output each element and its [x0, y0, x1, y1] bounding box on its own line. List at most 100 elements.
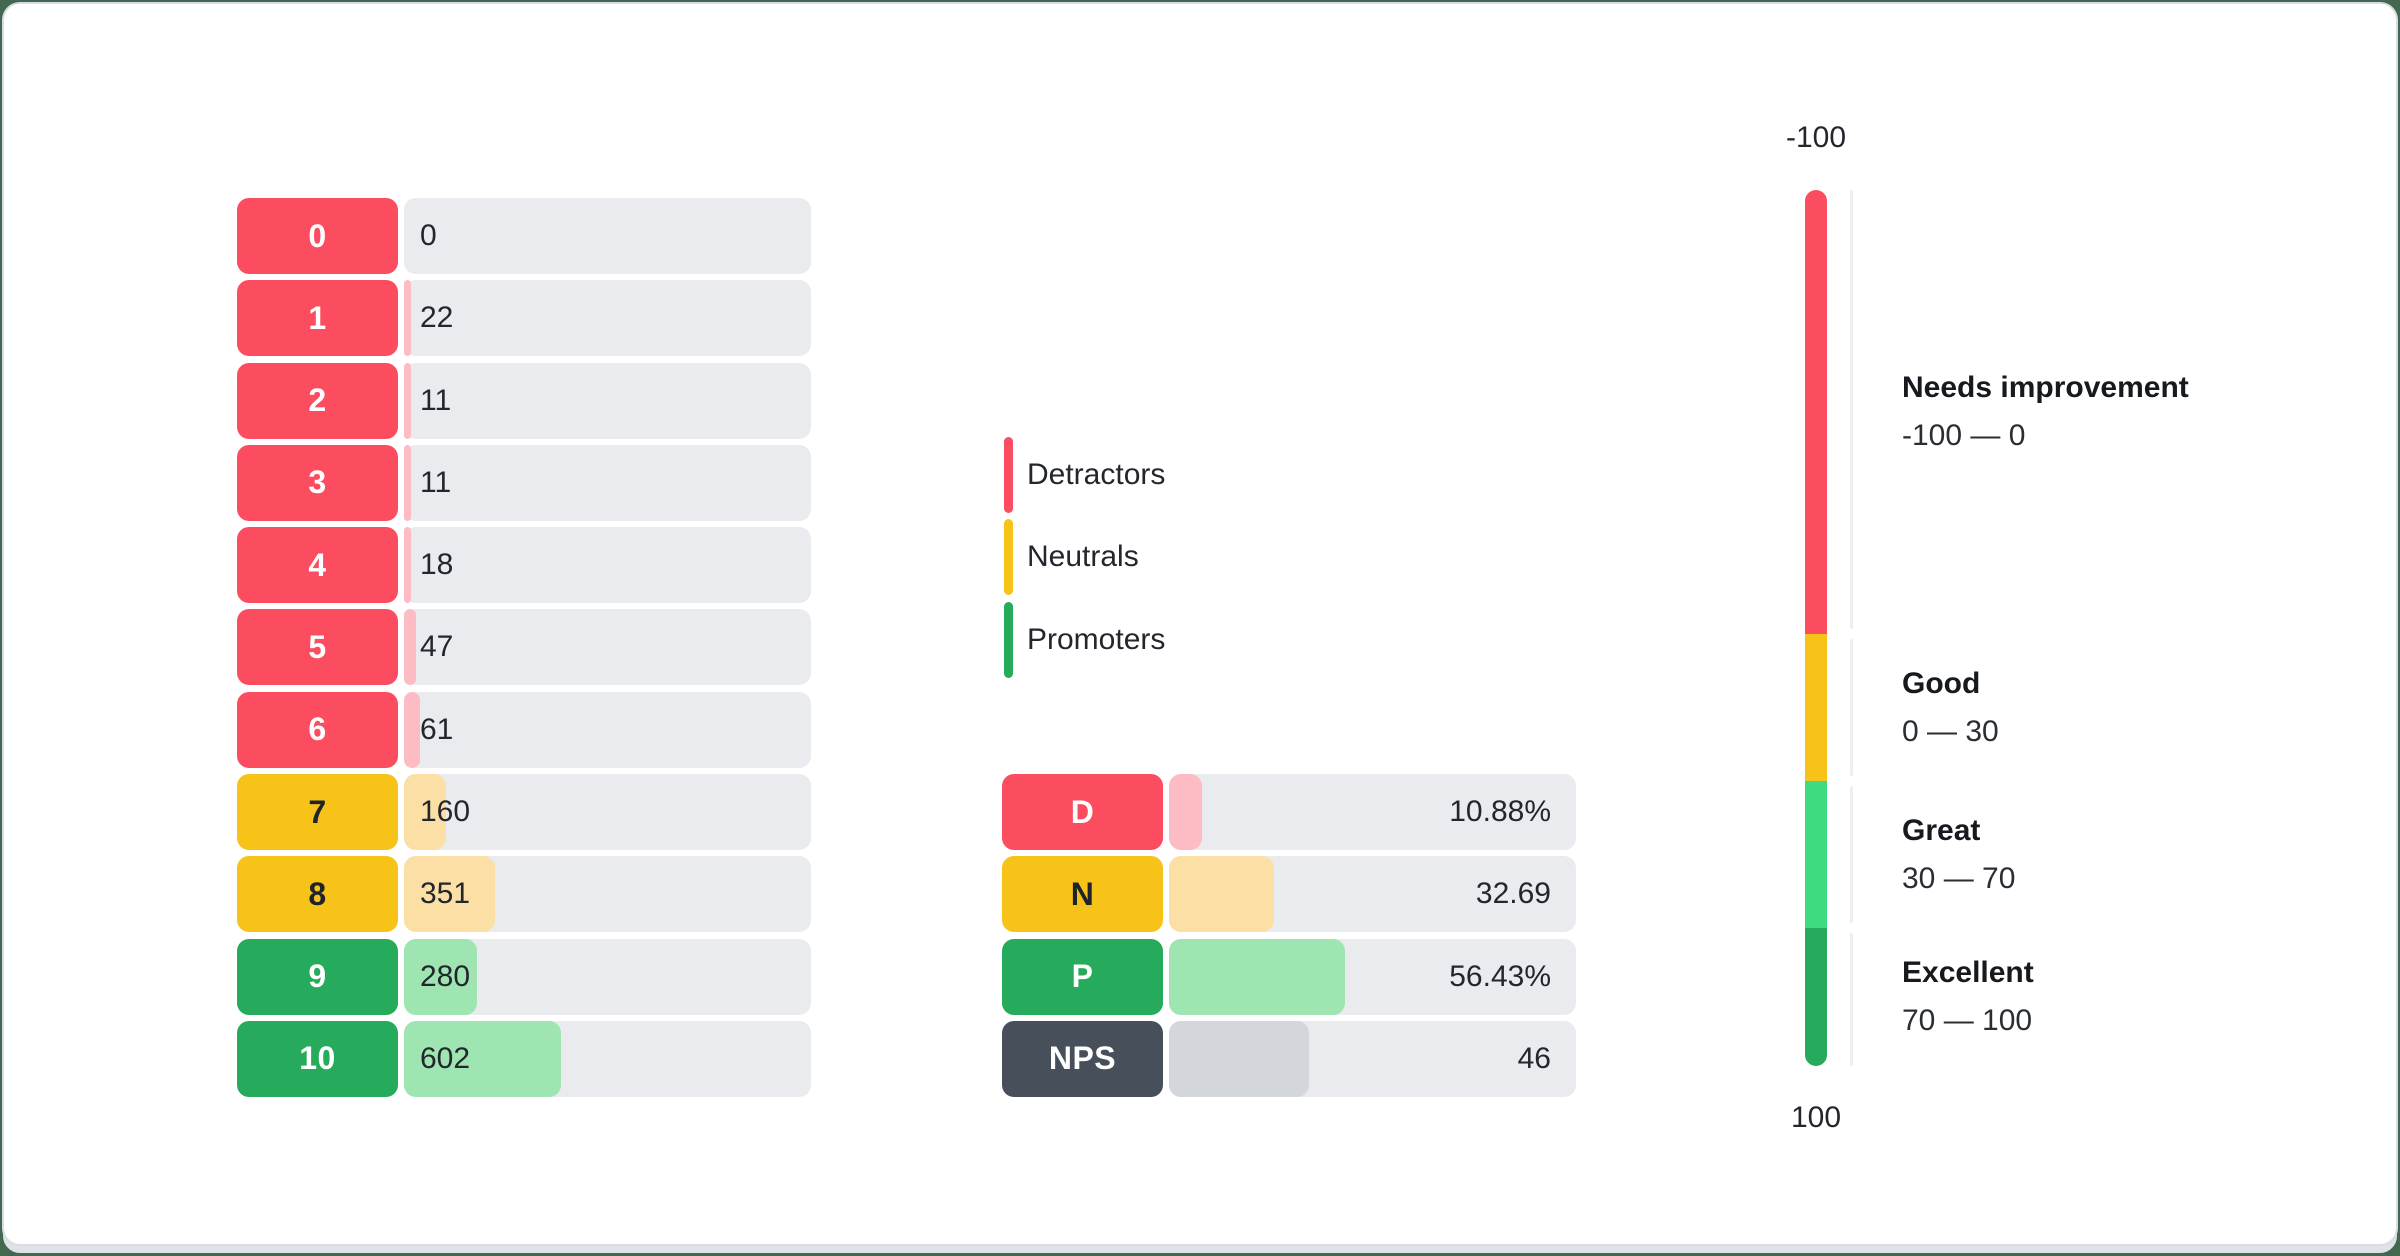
score-row: 7 160 [237, 774, 811, 851]
score-row: 6 61 [237, 691, 811, 768]
score-row: 10 602 [237, 1020, 811, 1097]
gauge-zone-title: Excellent [1902, 956, 2034, 990]
score-fill-bar [404, 691, 420, 768]
gauge-axis-line [1850, 190, 1853, 1066]
summary-value: 32.69 [1475, 877, 1551, 911]
score-count: 0 [420, 219, 437, 252]
gauge-zone-labels: Needs improvement -100 — 0 Good 0 — 30 Great… [1902, 190, 2400, 1066]
score-pill: 5 [237, 609, 398, 686]
score-pill: 8 [237, 856, 398, 933]
gauge-zone-range: 0 — 30 [1902, 714, 1999, 748]
legend-label: Detractors [1027, 458, 1166, 491]
summary-value: 46 [1517, 1041, 1551, 1075]
summary-value: 10.88% [1449, 795, 1551, 828]
score-track: 160 [404, 774, 811, 851]
score-count: 18 [420, 548, 454, 582]
summary-fill-bar [1169, 774, 1202, 850]
gauge-zone-label-2: Good 0 — 30 [1902, 666, 1999, 750]
summary-track: 46 [1169, 1020, 1576, 1097]
gauge-axis-segment [1850, 933, 1853, 1066]
score-pill: 7 [237, 774, 398, 851]
gauge-zone-label-4: Excellent 70 — 100 [1902, 955, 2034, 1039]
legend-item-promoter[interactable]: Promoters [1004, 601, 1165, 678]
legend-label: Neutrals [1027, 540, 1139, 574]
score-count: 280 [420, 959, 471, 993]
gauge-zone-label-3: Great 30 — 70 [1902, 813, 2015, 897]
score-count: 160 [420, 795, 471, 829]
gauge-zone-label-1: Needs improvement -100 — 0 [1902, 370, 2189, 454]
score-pill: 3 [237, 444, 398, 521]
score-fill-bar [404, 280, 411, 357]
summary-row-n: N 32.69 [1002, 856, 1576, 933]
score-row: 1 22 [237, 280, 811, 357]
score-fill-bar [404, 856, 496, 933]
score-count: 11 [420, 465, 452, 499]
score-track: 351 [404, 856, 811, 933]
summary-track: 32.69 [1169, 856, 1576, 933]
legend: Detractors Neutrals Promoters [1004, 437, 1165, 684]
score-track: 61 [404, 691, 811, 768]
gauge-zone-4 [1805, 928, 1827, 1066]
gauge-bar [1805, 190, 1827, 1066]
score-fill-bar [404, 938, 477, 1015]
gauge-axis-segment [1850, 786, 1853, 924]
score-fill-bar [404, 1020, 561, 1097]
score-row: 3 11 [237, 444, 811, 521]
score-track: 0 [404, 198, 811, 274]
score-pill: 10 [237, 1020, 398, 1097]
gauge-axis-segment [1850, 639, 1853, 777]
gauge-zone-3 [1805, 781, 1827, 929]
score-count: 11 [420, 383, 452, 417]
score-count: 602 [420, 1041, 471, 1075]
gauge-zone-title: Great [1902, 813, 1981, 847]
score-row: 5 47 [237, 609, 811, 686]
gauge-zone-title: Good [1902, 666, 1981, 700]
score-row: 8 351 [237, 856, 811, 933]
summary-pill: D [1002, 774, 1163, 850]
score-pill: 4 [237, 527, 398, 604]
summary-row-p: P 56.43% [1002, 938, 1576, 1015]
score-track: 47 [404, 609, 811, 686]
score-count: 22 [420, 301, 454, 335]
score-fill-bar [404, 444, 411, 521]
gauge-zone-2 [1805, 634, 1827, 782]
summary-track: 56.43% [1169, 938, 1576, 1015]
legend-swatch-promoter [1004, 601, 1013, 678]
score-track: 11 [404, 362, 811, 439]
score-track: 18 [404, 527, 811, 604]
summary-fill-bar [1169, 1020, 1309, 1097]
score-distribution-chart: 0 0 1 22 2 11 3 11 4 18 5 47 6 61 7 160 8 351 9 280 10 602 [237, 198, 811, 1103]
score-fill-bar [404, 609, 417, 686]
legend-item-neutral[interactable]: Neutrals [1004, 519, 1165, 596]
legend-item-detractor[interactable]: Detractors [1004, 437, 1165, 513]
score-track: 22 [404, 280, 811, 357]
score-row: 4 18 [237, 527, 811, 604]
score-pill: 1 [237, 280, 398, 357]
score-pill: 0 [237, 198, 398, 274]
summary-value: 56.43% [1449, 959, 1551, 993]
summary-pill: N [1002, 856, 1163, 933]
score-pill: 2 [237, 362, 398, 439]
gauge-zone-1 [1805, 190, 1827, 635]
legend-swatch-detractor [1004, 437, 1013, 513]
summary-row-nps: NPS 46 [1002, 1020, 1576, 1097]
score-count: 47 [420, 630, 454, 664]
summary-pill: NPS [1002, 1020, 1163, 1097]
summary-fill-bar [1169, 938, 1345, 1015]
score-pill: 9 [237, 938, 398, 1015]
score-count: 351 [420, 877, 471, 911]
gauge-axis-top-label: -100 [1785, 121, 1847, 154]
summary-row-d: D 10.88% [1002, 774, 1576, 850]
score-fill-bar [404, 362, 411, 439]
score-row: 2 11 [237, 362, 811, 439]
legend-swatch-neutral [1004, 519, 1013, 596]
gauge-axis-bottom-label: 100 [1790, 1101, 1842, 1134]
score-track: 602 [404, 1020, 811, 1097]
score-track: 11 [404, 444, 811, 521]
gauge-zone-range: -100 — 0 [1902, 419, 2026, 453]
summary-pill: P [1002, 938, 1163, 1015]
gauge-zone-range: 30 — 70 [1902, 861, 2016, 895]
nps-summary-chart: D 10.88% N 32.69 P 56.43% NPS 46 [1002, 774, 1576, 1103]
